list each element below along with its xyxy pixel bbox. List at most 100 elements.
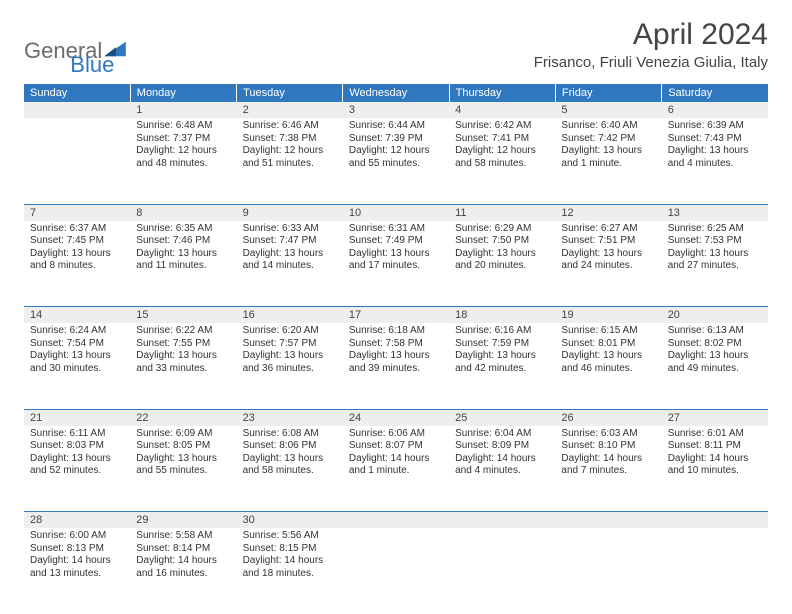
daynum-cell (555, 512, 661, 529)
daynum-row: 14151617181920 (24, 307, 768, 324)
daylight2-text: and 33 minutes. (136, 363, 230, 376)
day-cell: Sunrise: 5:58 AMSunset: 8:14 PMDaylight:… (130, 528, 236, 614)
daynum-cell: 6 (662, 102, 768, 118)
sunrise-text: Sunrise: 6:37 AM (30, 223, 124, 236)
daylight2-text: and 14 minutes. (243, 260, 337, 273)
day-cell: Sunrise: 6:25 AMSunset: 7:53 PMDaylight:… (662, 221, 768, 307)
sunset-text: Sunset: 7:42 PM (561, 133, 655, 146)
sunset-text: Sunset: 8:01 PM (561, 338, 655, 351)
sunset-text: Sunset: 8:11 PM (668, 440, 762, 453)
daylight1-text: Daylight: 13 hours (30, 453, 124, 466)
day-content: Sunrise: 6:18 AMSunset: 7:58 PMDaylight:… (343, 323, 449, 379)
col-friday: Friday (555, 84, 661, 102)
day-cell: Sunrise: 6:00 AMSunset: 8:13 PMDaylight:… (24, 528, 130, 614)
day-number: 14 (24, 307, 130, 323)
sunset-text: Sunset: 7:57 PM (243, 338, 337, 351)
day-content: Sunrise: 6:01 AMSunset: 8:11 PMDaylight:… (662, 426, 768, 482)
day-cell: Sunrise: 6:44 AMSunset: 7:39 PMDaylight:… (343, 118, 449, 204)
day-number: 16 (237, 307, 343, 323)
day-content (24, 118, 130, 124)
daylight2-text: and 24 minutes. (561, 260, 655, 273)
sunrise-text: Sunrise: 6:00 AM (30, 530, 124, 543)
day-number: 29 (130, 512, 236, 528)
daylight1-text: Daylight: 13 hours (668, 350, 762, 363)
title-block: April 2024 Frisanco, Friuli Venezia Giul… (534, 18, 768, 71)
daynum-cell: 18 (449, 307, 555, 324)
calendar-table: Sunday Monday Tuesday Wednesday Thursday… (24, 84, 768, 614)
day-content: Sunrise: 6:42 AMSunset: 7:41 PMDaylight:… (449, 118, 555, 174)
day-cell: Sunrise: 6:16 AMSunset: 7:59 PMDaylight:… (449, 323, 555, 409)
day-cell (662, 528, 768, 614)
day-cell: Sunrise: 6:39 AMSunset: 7:43 PMDaylight:… (662, 118, 768, 204)
daylight1-text: Daylight: 13 hours (668, 248, 762, 261)
daylight2-text: and 49 minutes. (668, 363, 762, 376)
daylight2-text: and 39 minutes. (349, 363, 443, 376)
sunset-text: Sunset: 7:39 PM (349, 133, 443, 146)
daylight1-text: Daylight: 14 hours (136, 555, 230, 568)
sunrise-text: Sunrise: 6:40 AM (561, 120, 655, 133)
daylight2-text: and 1 minute. (561, 158, 655, 171)
daynum-cell: 1 (130, 102, 236, 118)
sunrise-text: Sunrise: 6:39 AM (668, 120, 762, 133)
daylight2-text: and 11 minutes. (136, 260, 230, 273)
daynum-cell: 17 (343, 307, 449, 324)
sunrise-text: Sunrise: 6:42 AM (455, 120, 549, 133)
daynum-cell: 26 (555, 409, 661, 426)
sunrise-text: Sunrise: 6:15 AM (561, 325, 655, 338)
day-number: 30 (237, 512, 343, 528)
daylight1-text: Daylight: 14 hours (349, 453, 443, 466)
sunrise-text: Sunrise: 6:08 AM (243, 428, 337, 441)
sunset-text: Sunset: 7:47 PM (243, 235, 337, 248)
day-number: 18 (449, 307, 555, 323)
sunset-text: Sunset: 8:14 PM (136, 543, 230, 556)
day-content: Sunrise: 6:29 AMSunset: 7:50 PMDaylight:… (449, 221, 555, 277)
sunset-text: Sunset: 8:09 PM (455, 440, 549, 453)
day-number (662, 512, 768, 528)
day-number: 21 (24, 410, 130, 426)
daylight2-text: and 52 minutes. (30, 465, 124, 478)
sunrise-text: Sunrise: 5:56 AM (243, 530, 337, 543)
daylight2-text: and 58 minutes. (243, 465, 337, 478)
sunrise-text: Sunrise: 6:33 AM (243, 223, 337, 236)
day-number: 15 (130, 307, 236, 323)
daylight2-text: and 30 minutes. (30, 363, 124, 376)
sunrise-text: Sunrise: 6:13 AM (668, 325, 762, 338)
day-content: Sunrise: 6:03 AMSunset: 8:10 PMDaylight:… (555, 426, 661, 482)
day-number: 24 (343, 410, 449, 426)
daynum-cell: 20 (662, 307, 768, 324)
daynum-row: 282930 (24, 512, 768, 529)
daylight2-text: and 10 minutes. (668, 465, 762, 478)
col-monday: Monday (130, 84, 236, 102)
daylight2-text: and 58 minutes. (455, 158, 549, 171)
daynum-cell: 14 (24, 307, 130, 324)
daynum-cell: 22 (130, 409, 236, 426)
daynum-cell: 12 (555, 204, 661, 221)
day-content: Sunrise: 6:48 AMSunset: 7:37 PMDaylight:… (130, 118, 236, 174)
day-cell: Sunrise: 6:40 AMSunset: 7:42 PMDaylight:… (555, 118, 661, 204)
day-cell: Sunrise: 6:06 AMSunset: 8:07 PMDaylight:… (343, 426, 449, 512)
sunrise-text: Sunrise: 6:24 AM (30, 325, 124, 338)
daynum-row: 123456 (24, 102, 768, 118)
day-number: 26 (555, 410, 661, 426)
daylight1-text: Daylight: 13 hours (349, 248, 443, 261)
day-cell (24, 118, 130, 204)
day-number: 27 (662, 410, 768, 426)
day-content: Sunrise: 6:24 AMSunset: 7:54 PMDaylight:… (24, 323, 130, 379)
sunset-text: Sunset: 7:51 PM (561, 235, 655, 248)
daynum-cell: 23 (237, 409, 343, 426)
day-cell: Sunrise: 6:01 AMSunset: 8:11 PMDaylight:… (662, 426, 768, 512)
daylight1-text: Daylight: 14 hours (668, 453, 762, 466)
sunset-text: Sunset: 8:06 PM (243, 440, 337, 453)
sunrise-text: Sunrise: 6:18 AM (349, 325, 443, 338)
daylight1-text: Daylight: 13 hours (243, 350, 337, 363)
daylight2-text: and 27 minutes. (668, 260, 762, 273)
sunrise-text: Sunrise: 5:58 AM (136, 530, 230, 543)
day-number: 2 (237, 102, 343, 118)
sunset-text: Sunset: 7:59 PM (455, 338, 549, 351)
sunrise-text: Sunrise: 6:11 AM (30, 428, 124, 441)
daylight1-text: Daylight: 14 hours (243, 555, 337, 568)
daynum-row: 21222324252627 (24, 409, 768, 426)
daynum-cell: 27 (662, 409, 768, 426)
daylight1-text: Daylight: 12 hours (455, 145, 549, 158)
sunset-text: Sunset: 8:03 PM (30, 440, 124, 453)
